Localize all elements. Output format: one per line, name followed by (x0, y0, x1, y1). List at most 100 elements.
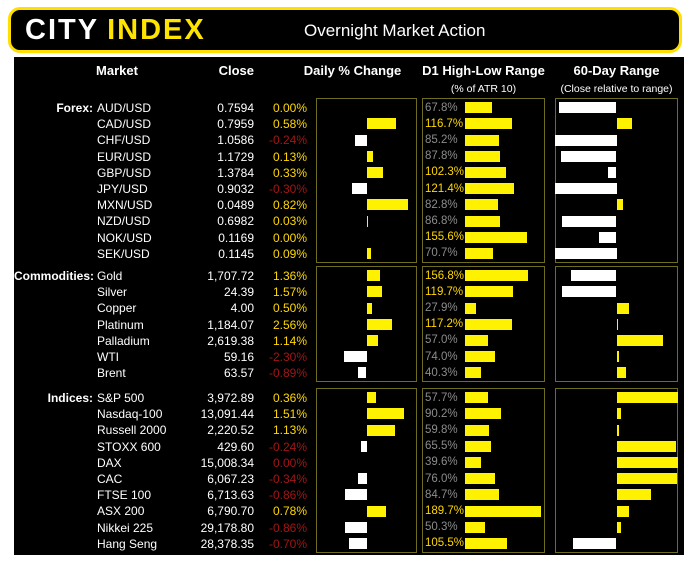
atr-range-bar (465, 318, 512, 330)
range60-bar (570, 270, 617, 282)
range60-bar (616, 335, 664, 346)
atr-range-bar (465, 270, 528, 282)
atr-percent-label: 87.8% (425, 150, 458, 163)
atr-percent-label: 39.6% (425, 456, 458, 469)
atr-range-bar (465, 335, 488, 346)
atr-range-bar (465, 473, 496, 485)
close-value: 59.16 (223, 350, 254, 364)
market-name: Russell 2000 (97, 423, 167, 438)
daily-change-bar (366, 505, 386, 517)
daily-change-value: -0.30% (268, 182, 307, 196)
column-header-60day-range: 60-Day Range (573, 63, 660, 78)
atr-percent-label: 84.7% (425, 488, 458, 501)
market-name: Silver (97, 285, 128, 300)
daily-change-bar (366, 424, 395, 436)
atr-percent-label: 65.5% (425, 440, 458, 453)
daily-change-bar (366, 248, 371, 259)
close-value: 1,707.72 (207, 269, 254, 283)
market-name: MXN/USD (97, 198, 153, 213)
atr-range-bar (465, 199, 499, 211)
close-value: 1.0586 (217, 133, 254, 148)
daily-change-bar (358, 473, 367, 485)
atr-percent-label: 27.9% (425, 301, 458, 314)
market-name: SEK/USD (97, 246, 150, 261)
market-name: WTI (97, 350, 119, 364)
close-value: 1,184.07 (207, 317, 254, 332)
atr-range-bar (465, 231, 528, 243)
range60-bar (616, 473, 677, 485)
range60-bar (616, 457, 678, 468)
atr-range-bar (465, 440, 492, 452)
range60-bar (607, 167, 617, 178)
atr-percent-label: 121.4% (425, 182, 465, 195)
daily-change-value: 1.51% (272, 407, 307, 422)
daily-change-value: 0.00% (272, 455, 307, 470)
atr-percent-label: 116.7% (425, 117, 464, 130)
atr-percent-label: 156.8% (425, 269, 465, 282)
daily-change-bar (366, 335, 378, 346)
close-value: 0.0489 (217, 198, 254, 213)
close-value: 429.60 (217, 439, 254, 454)
range60-bar (616, 318, 618, 330)
daily-change-bar (366, 302, 372, 314)
range60-bar (616, 351, 619, 363)
atr-percent-label: 82.8% (425, 198, 458, 211)
market-name: Brent (97, 366, 126, 381)
atr-percent-label: 40.3% (425, 366, 458, 379)
daily-change-value: 0.58% (272, 117, 307, 132)
daily-change-bar (351, 183, 367, 195)
daily-change-value: 0.50% (272, 301, 307, 316)
daily-change-value: 1.36% (272, 269, 307, 283)
atr-percent-label: 85.2% (425, 133, 458, 146)
close-value: 28,378.35 (200, 536, 254, 551)
range60-bar (616, 118, 633, 130)
range60-bar (599, 231, 617, 243)
market-name: NZD/USD (97, 214, 151, 229)
daily-change-bar (343, 351, 367, 363)
main-panel: Market Close Daily % Change D1 High-Low … (14, 57, 684, 555)
market-name: Copper (97, 301, 137, 316)
daily-change-value: -0.86% (268, 520, 307, 535)
atr-percent-label: 189.7% (425, 504, 465, 517)
close-value: 2,619.38 (207, 333, 254, 348)
atr-percent-label: 67.8% (425, 101, 458, 114)
daily-change-value: -0.24% (268, 133, 307, 148)
atr-range-bar (465, 302, 477, 314)
section-label: Commodities: (14, 269, 95, 283)
range60-bar (616, 489, 651, 501)
daily-change-bar (354, 134, 367, 146)
market-name: Gold (97, 269, 123, 283)
daily-change-value: 1.57% (272, 285, 307, 300)
atr-range-bar (465, 134, 500, 146)
page-title: Overnight Market Action (304, 21, 486, 40)
atr-percent-label: 57.0% (425, 334, 458, 347)
daily-change-value: -2.30% (268, 350, 307, 364)
atr-range-bar (465, 286, 513, 298)
range60-bar (555, 183, 617, 195)
atr-range-bar (465, 102, 493, 114)
atr-percent-label: 155.6% (425, 231, 465, 244)
range60-bar (616, 392, 678, 404)
atr-range-bar (465, 489, 499, 501)
daily-change-value: -0.24% (268, 439, 307, 454)
daily-change-value: 0.00% (272, 101, 307, 115)
section-label: Indices: (47, 391, 93, 405)
daily-change-bar (345, 489, 367, 501)
market-name: Platinum (97, 317, 144, 332)
range60-bar (616, 521, 622, 533)
market-name: Hang Seng (97, 536, 158, 551)
atr-percent-label: 50.3% (425, 521, 458, 534)
atr-range-bar (465, 538, 508, 549)
daily-change-bar (349, 538, 367, 549)
range60-bar (616, 424, 619, 436)
close-value: 6,067.23 (207, 472, 254, 486)
atr-percent-label: 90.2% (425, 407, 458, 420)
daily-change-bar (357, 367, 367, 379)
close-value: 6,713.63 (207, 488, 254, 503)
market-name: STOXX 600 (97, 439, 161, 454)
close-value: 0.9032 (217, 182, 254, 196)
atr-range-bar (465, 167, 506, 178)
column-header-market: Market (96, 63, 138, 78)
atr-percent-label: 119.7% (425, 285, 464, 298)
